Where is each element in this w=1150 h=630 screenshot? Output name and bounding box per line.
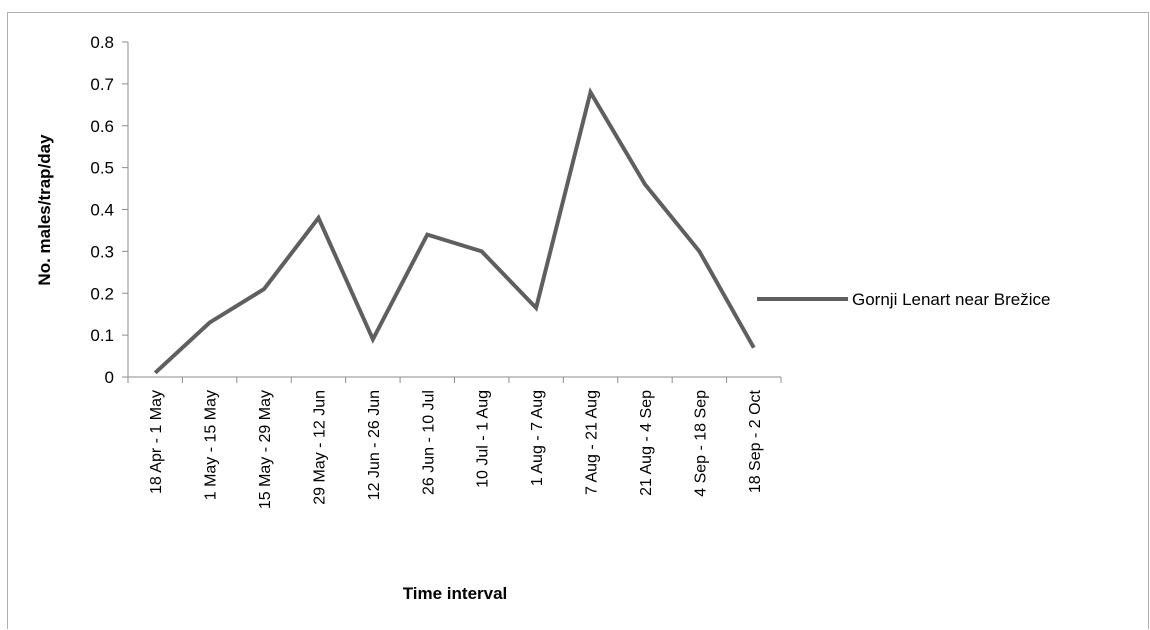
x-category-label: 7 Aug - 21 Aug [584, 390, 601, 495]
y-axis-title: No. males/trap/day [35, 134, 54, 286]
x-category-label: 12 Jun - 26 Jun [366, 390, 383, 500]
y-tick-label: 0.4 [90, 201, 114, 220]
legend: Gornji Lenart near Brežice [757, 290, 1050, 309]
x-category-label: 26 Jun - 10 Jul [420, 390, 437, 495]
x-category-label: 21 Aug - 4 Sep [638, 390, 655, 496]
y-tick-label: 0.3 [90, 242, 114, 261]
y-tick-label: 0 [105, 368, 114, 387]
series-layer [153, 87, 756, 375]
x-category-label: 1 Aug - 7 Aug [529, 390, 546, 486]
y-tick-label: 0.8 [90, 33, 114, 52]
y-tick-label: 0.2 [90, 284, 114, 303]
x-category-label: 1 May - 15 May [203, 390, 220, 500]
x-category-label: 4 Sep - 18 Sep [692, 390, 709, 497]
x-category-label: 29 May - 12 Jun [311, 390, 328, 505]
x-category-label: 18 Sep - 2 Oct [747, 389, 764, 493]
x-axis: 18 Apr - 1 May 1 May - 15 May 15 May - 29 … [127, 376, 782, 509]
y-tick-label: 0.5 [90, 159, 114, 178]
legend-label: Gornji Lenart near Brežice [852, 290, 1050, 309]
y-tick-label: 0.7 [90, 75, 114, 94]
x-category-label: 18 Apr - 1 May [148, 390, 165, 494]
x-axis-title: Time interval [403, 584, 508, 603]
y-axis: 0 0.1 0.2 0.3 0.4 0.5 0.6 0.7 0.8 [90, 33, 129, 387]
x-category-label: 10 Jul - 1 Aug [475, 390, 492, 488]
chart-frame [7, 12, 1149, 629]
series-line [153, 87, 756, 375]
y-tick-label: 0.1 [90, 326, 114, 345]
y-tick-label: 0.6 [90, 117, 114, 136]
x-category-label: 15 May - 29 May [257, 390, 274, 509]
